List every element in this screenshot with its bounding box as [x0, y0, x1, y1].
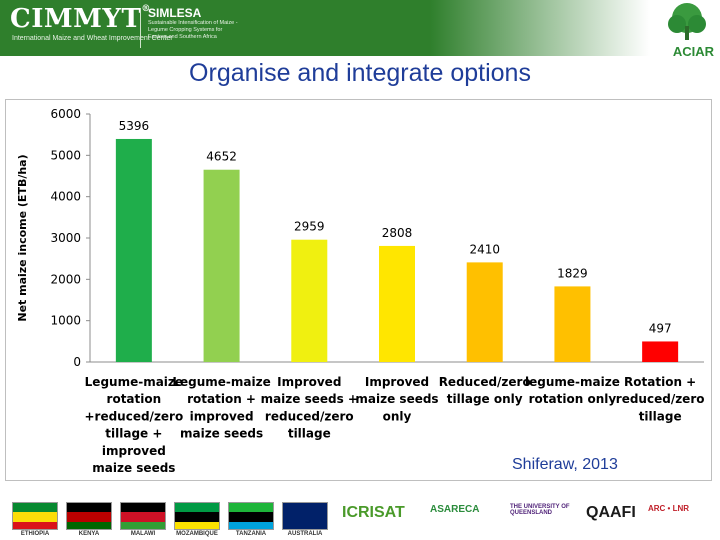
- flag-malawi-icon: [120, 502, 166, 530]
- category-label: Improved maize seeds + reduced/zero tillage: [261, 375, 358, 441]
- org-logo: ASARECA: [430, 504, 480, 515]
- data-label: 497: [649, 321, 672, 335]
- category-label: Improved maize seeds only: [355, 375, 438, 423]
- y-axis-label: Net maize income (ETB/ha): [16, 154, 29, 321]
- data-label: 4652: [206, 150, 237, 164]
- citation: Shiferaw, 2013: [512, 456, 618, 473]
- flag-label: TANZANIA: [235, 531, 267, 537]
- flag-mozambique-icon: [174, 502, 220, 530]
- chart-frame: 0 1000 2000 3000 4000 5000 6000 Net maize incom…: [5, 99, 712, 481]
- bar: [379, 245, 415, 362]
- simlesa-logo: SIMLESA: [148, 6, 202, 20]
- cimmyt-subtitle: International Maize and Wheat Improvemen…: [12, 35, 173, 42]
- flag-ethiopia-icon: [12, 502, 58, 530]
- data-label: 1829: [557, 266, 588, 280]
- aciar-tree-icon: [668, 3, 706, 40]
- bar: [203, 169, 240, 362]
- org-logo: ICRISAT: [342, 504, 405, 521]
- category-label: Rotation + reduced/zero tillage: [616, 375, 705, 423]
- bar: [466, 262, 503, 362]
- category-label: Legume-maize rotation + improved maize seed…: [172, 375, 270, 441]
- flag-label: MALAWI: [130, 531, 156, 537]
- flag-kenya-icon: [66, 502, 112, 530]
- flag-australia-icon: [282, 502, 328, 530]
- org-logo: ARC • LNR: [648, 504, 690, 513]
- bar: [642, 341, 679, 362]
- bar-chart: 0 1000 2000 3000 4000 5000 6000 Net maize incom…: [16, 107, 705, 475]
- org-logo: THE UNIVERSITY OF QUEENSLAND: [510, 504, 570, 516]
- header-banner-fade: [430, 0, 650, 56]
- category-label: Legume-maize rotation +reduced/zero tillage…: [84, 375, 183, 475]
- flag-label: MOZAMBIQUE: [176, 531, 218, 537]
- y-tick-label: 3000: [50, 231, 81, 245]
- y-tick-label: 2000: [50, 272, 81, 286]
- data-label: 2959: [294, 220, 325, 234]
- flag-label: KENYA: [78, 531, 100, 537]
- y-tick-label: 0: [73, 355, 81, 369]
- simlesa-description: Sustainable Intensification of Maize - L…: [148, 20, 238, 40]
- category-label: Reduced/zero tillage only: [439, 375, 531, 406]
- slide-title: Organise and integrate options: [189, 59, 531, 87]
- aciar-logo: ACIAR: [672, 44, 714, 59]
- y-tick-label: 6000: [50, 107, 81, 121]
- data-label: 2410: [469, 242, 500, 256]
- header-divider: [140, 8, 141, 48]
- data-label: 5396: [119, 119, 150, 133]
- data-label: 2808: [382, 226, 413, 240]
- y-tick-label: 4000: [50, 190, 81, 204]
- cimmyt-logo: CIMMYT®: [10, 4, 151, 34]
- y-tick-label: 1000: [50, 314, 81, 328]
- footer-logos: ETHIOPIA KENYA MALAWI MOZAMBIQUE TANZANIA AUS…: [0, 492, 720, 540]
- category-label: legume-maize rotation only: [525, 375, 620, 406]
- y-tick-label: 5000: [50, 148, 81, 162]
- bar: [115, 138, 152, 362]
- bar: [554, 286, 591, 362]
- bar: [291, 239, 328, 362]
- flag-label: ETHIOPIA: [20, 531, 50, 537]
- flag-tanzania-icon: [228, 502, 274, 530]
- org-logo: QAAFI: [586, 504, 636, 521]
- flag-label: AUSTRALIA: [287, 531, 323, 537]
